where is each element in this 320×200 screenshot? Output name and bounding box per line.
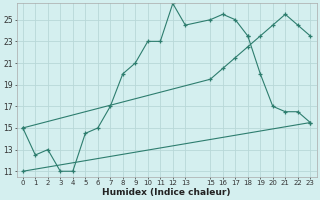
- X-axis label: Humidex (Indice chaleur): Humidex (Indice chaleur): [102, 188, 231, 197]
